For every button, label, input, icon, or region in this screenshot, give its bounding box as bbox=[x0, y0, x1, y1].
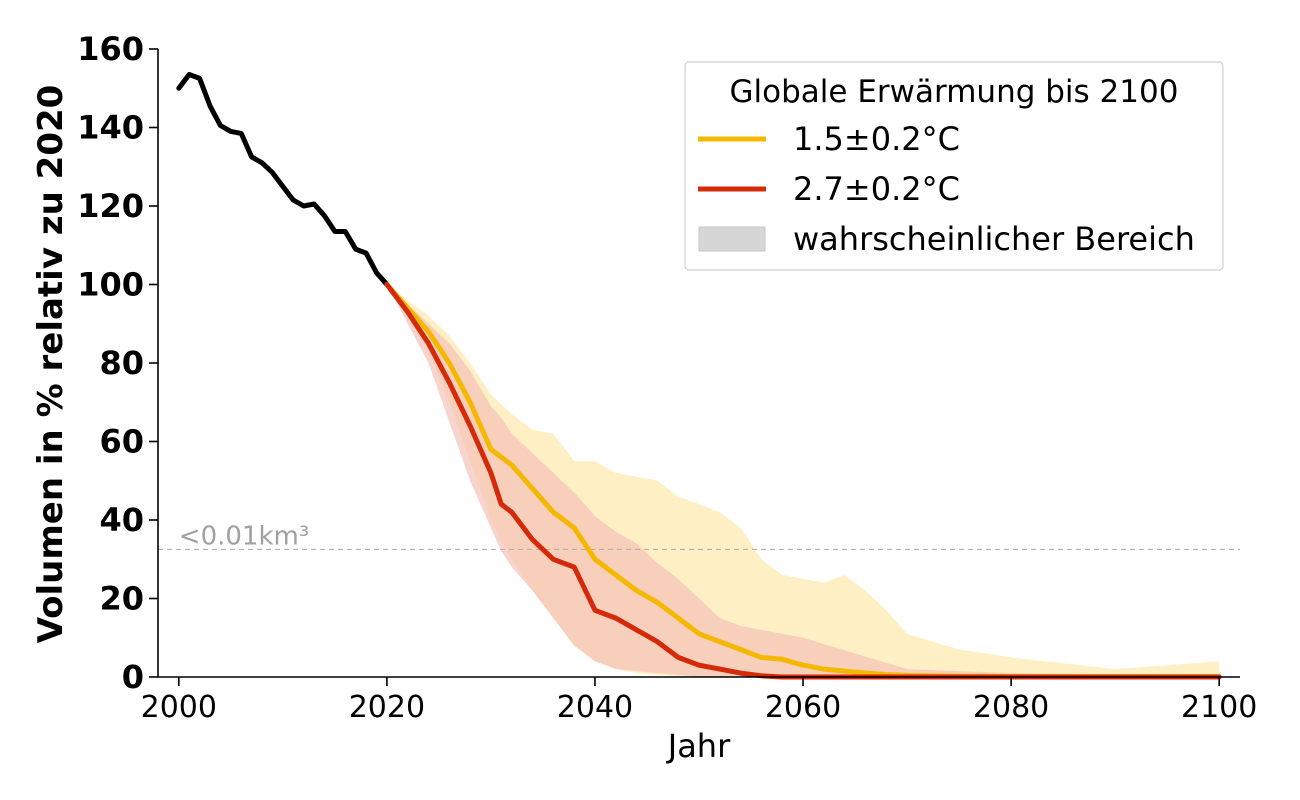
x-tick-label: 2100 bbox=[1181, 690, 1257, 725]
legend-label-2: 2.7±0.2°C bbox=[793, 170, 960, 208]
y-tick-label: 80 bbox=[99, 344, 144, 382]
threshold-label: <0.01km³ bbox=[179, 521, 309, 551]
legend-swatch-3 bbox=[698, 226, 766, 252]
y-ticks: 0 20 40 60 80 100 120 140 160 bbox=[77, 30, 158, 696]
y-tick-label: 140 bbox=[77, 109, 144, 147]
x-ticks: 2000 2020 2040 2060 2080 2100 bbox=[141, 677, 1257, 725]
annotation-layer: <0.01km³ bbox=[158, 521, 1240, 551]
historical-line bbox=[176, 72, 390, 287]
legend-title: Globale Erwärmung bis 2100 bbox=[730, 74, 1179, 110]
y-tick-label: 100 bbox=[77, 266, 144, 304]
x-tick-label: 2080 bbox=[973, 690, 1049, 725]
x-tick-label: 2060 bbox=[765, 690, 841, 725]
y-tick-label: 40 bbox=[99, 501, 144, 539]
legend: Globale Erwärmung bis 2100 1.5±0.2°C 2.7±… bbox=[684, 61, 1224, 271]
x-tick-label: 2020 bbox=[349, 690, 425, 725]
y-tick-label: 120 bbox=[77, 187, 144, 225]
y-tick-label: 20 bbox=[99, 580, 144, 618]
legend-entries: 1.5±0.2°C 2.7±0.2°C wahrscheinlicher Berei… bbox=[698, 120, 1195, 258]
x-tick-label: 2040 bbox=[557, 690, 633, 725]
x-tick-label: 2000 bbox=[141, 690, 217, 725]
range-band-2 bbox=[386, 284, 1220, 677]
legend-label-1: 1.5±0.2°C bbox=[793, 120, 960, 158]
legend-label-3: wahrscheinlicher Bereich bbox=[793, 220, 1195, 258]
y-tick-label: 60 bbox=[99, 423, 144, 461]
y-tick-label: 160 bbox=[77, 30, 144, 68]
y-axis-label: Volumen in % relativ zu 2020 bbox=[31, 85, 71, 644]
range-bands bbox=[386, 284, 1220, 677]
legend-box bbox=[684, 61, 1224, 271]
y-tick-label: 0 bbox=[122, 658, 144, 696]
x-axis-label: Jahr bbox=[666, 727, 731, 765]
